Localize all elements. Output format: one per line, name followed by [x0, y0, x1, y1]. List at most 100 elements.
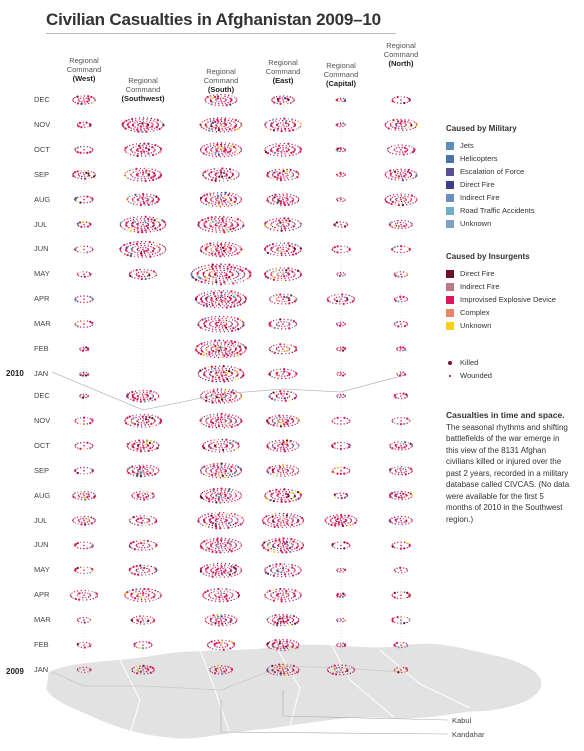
casualty-dot	[227, 370, 231, 373]
casualty-dot	[76, 170, 79, 173]
casualty-dot	[400, 515, 403, 518]
casualty-dot	[221, 225, 223, 228]
casualty-dot	[401, 146, 403, 149]
casualty-dot	[289, 298, 291, 300]
casualty-dot	[152, 151, 155, 153]
casualty-dot	[137, 256, 139, 258]
casualty-dot	[227, 251, 229, 253]
casualty-dot	[409, 203, 411, 205]
casualty-dot	[210, 200, 213, 202]
casualty-dot	[210, 149, 212, 151]
casualty-dot	[230, 347, 232, 350]
casualty-dot	[332, 545, 334, 548]
casualty-dot	[229, 122, 231, 124]
casualty-dot	[215, 155, 218, 158]
casualty-dot	[223, 501, 226, 504]
casualty-dot	[83, 423, 85, 425]
casualty-dot	[384, 123, 386, 126]
casualty-dot	[284, 475, 286, 477]
casualty-dot	[333, 223, 336, 226]
cluster-north-18	[391, 541, 412, 550]
casualty-dot	[81, 349, 85, 352]
casualty-dot	[80, 295, 82, 297]
casualty-dot	[333, 516, 337, 519]
casualty-dot	[394, 227, 396, 229]
casualty-dot	[200, 227, 202, 229]
casualty-dot	[297, 145, 299, 147]
casualty-dot	[276, 201, 279, 204]
casualty-dot	[390, 125, 392, 127]
casualty-dot	[137, 549, 139, 551]
casualty-dot	[136, 568, 138, 571]
casualty-dot	[272, 295, 275, 297]
casualty-dot	[83, 99, 85, 101]
casualty-dot	[201, 318, 204, 321]
casualty-dot	[280, 496, 282, 499]
casualty-dot	[123, 243, 126, 247]
casualty-dot	[274, 517, 276, 520]
casualty-dot	[224, 398, 226, 400]
casualty-dot	[228, 242, 231, 244]
casualty-dot	[395, 147, 398, 149]
casualty-dot	[267, 518, 270, 520]
casualty-dot	[72, 174, 74, 176]
casualty-dot	[151, 443, 153, 445]
casualty-dot	[339, 146, 342, 150]
casualty-dot	[135, 167, 138, 171]
casualty-dot	[136, 540, 138, 542]
casualty-dot	[279, 368, 281, 370]
casualty-dot	[139, 195, 141, 197]
casualty-dot	[147, 177, 150, 180]
casualty-dot	[124, 228, 126, 230]
casualty-dot	[89, 196, 92, 198]
casualty-dot	[158, 127, 161, 131]
casualty-dot	[139, 393, 141, 396]
casualty-dot	[80, 95, 82, 97]
casualty-dot	[150, 269, 152, 272]
casualty-dot	[79, 396, 82, 398]
casualty-dot	[151, 449, 153, 451]
casualty-dot	[273, 548, 275, 551]
casualty-dot	[350, 520, 353, 522]
casualty-dot	[209, 143, 211, 145]
casualty-dot	[140, 229, 143, 232]
casualty-dot	[215, 380, 217, 383]
casualty-dot	[157, 446, 160, 448]
casualty-dot	[232, 282, 235, 285]
casualty-dot	[80, 146, 82, 148]
casualty-dot	[410, 471, 412, 474]
casualty-dot	[119, 224, 122, 226]
casualty-dot	[285, 100, 288, 103]
casualty-dot	[236, 225, 238, 227]
casualty-dot	[220, 291, 223, 294]
casualty-dot	[287, 173, 289, 176]
casualty-dot	[209, 342, 212, 344]
casualty-dot	[222, 353, 224, 355]
casualty-dot	[159, 147, 163, 151]
casualty-dot	[272, 96, 276, 99]
casualty-dot	[214, 318, 216, 320]
casualty-dot	[136, 226, 139, 230]
casualty-dot	[400, 170, 403, 172]
casualty-dot	[407, 126, 409, 129]
casualty-dot	[149, 130, 151, 133]
casualty-dot	[163, 226, 166, 228]
casualty-dot	[211, 278, 214, 281]
casualty-dot	[227, 196, 229, 198]
casualty-dot	[140, 150, 143, 153]
casualty-dot	[271, 222, 273, 224]
casualty-dot	[295, 324, 297, 326]
casualty-dot	[91, 298, 95, 301]
casualty-dot	[139, 418, 142, 420]
casualty-dot	[404, 172, 406, 175]
casualty-dot	[145, 169, 148, 172]
casualty-dot	[397, 227, 400, 230]
cluster-east-16	[264, 488, 303, 503]
casualty-dot	[212, 147, 214, 149]
casualty-dot	[397, 122, 399, 125]
casualty-dot	[232, 152, 234, 154]
casualty-dot	[232, 102, 234, 105]
casualty-dot	[401, 203, 405, 207]
casualty-dot	[147, 395, 149, 397]
casualty-dot	[400, 298, 402, 301]
